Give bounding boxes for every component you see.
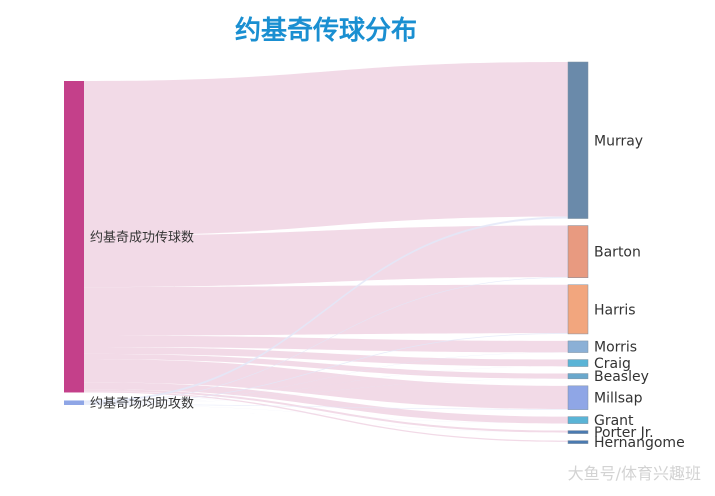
sankey-link-passes-murray (84, 62, 568, 236)
sankey-link-passes-morris (84, 335, 568, 353)
sankey-target-label: Millsap (594, 391, 643, 407)
sankey-source-label: 约基奇成功传球数 (90, 230, 194, 246)
sankey-link-passes-millsap (84, 359, 568, 410)
sankey-target-label: Murray (594, 133, 643, 149)
sankey-target-label: Grant (594, 413, 634, 429)
sankey-links (84, 62, 568, 442)
sankey-target-node-porter-jr- (567, 430, 589, 434)
sankey-link-assists-murray (84, 216, 568, 403)
sankey-source-node-1 (64, 81, 84, 393)
sankey-link-assists-millsap (84, 404, 568, 410)
sankey-target-node-millsap (567, 385, 589, 410)
sankey-link-passes-porter-jr- (84, 389, 568, 433)
sankey-target-node-murray (567, 61, 589, 219)
sankey-nodes (64, 61, 589, 444)
sankey-target-label: Craig (594, 356, 631, 372)
sankey-link-assists-beasley (84, 378, 568, 405)
sankey-link-assists-craig (84, 366, 568, 405)
sankey-target-node-hernangome (567, 440, 589, 444)
sankey-target-node-barton (567, 225, 589, 278)
sankey-link-assists-grant (84, 404, 568, 424)
sankey-source-label: 约基奇场均助攻数 (90, 396, 194, 412)
sankey-link-passes-grant (84, 382, 568, 424)
sankey-link-passes-hernangome (84, 391, 568, 442)
sankey-target-label: Barton (594, 245, 641, 261)
watermark: 大鱼号/体育兴趣班 (567, 464, 701, 483)
sankey-target-label: Harris (594, 302, 636, 318)
sankey-link-passes-craig (84, 346, 568, 367)
sankey-target-node-grant (567, 416, 589, 424)
sankey-target-node-beasley (567, 373, 589, 380)
sankey-link-passes-barton (84, 225, 568, 288)
sankey-target-label: Porter Jr. (594, 425, 654, 441)
sankey-link-assists-porter-jr- (84, 404, 568, 433)
sankey-link-assists-morris (84, 352, 568, 405)
sankey-link-passes-beasley (84, 353, 568, 379)
sankey-target-label: Beasley (594, 369, 649, 385)
sankey-link-assists-harris (84, 333, 568, 404)
sankey-target-node-harris (567, 284, 589, 335)
chart-title: 约基奇传球分布 (234, 16, 417, 46)
sankey-link-assists-barton (84, 277, 568, 404)
sankey-source-node-2 (64, 400, 84, 405)
sankey-target-label: Morris (594, 340, 637, 356)
sankey-target-node-morris (567, 340, 589, 353)
sankey-target-node-craig (567, 359, 589, 367)
sankey-link-assists-hernangome (84, 404, 568, 442)
sankey-target-label: Hernangome (594, 435, 685, 451)
